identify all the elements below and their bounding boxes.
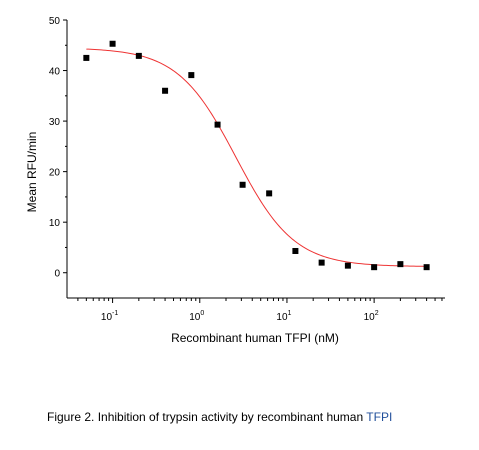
data-point [371,264,378,271]
dose-response-chart: 0 10 20 30 40 50 10-1 100 101 102 Recombinant hum… [25,16,445,345]
data-point [266,190,273,197]
x-tick-label: 102 [364,310,379,323]
data-point [135,52,142,59]
data-point [109,40,116,47]
x-axis-label: Recombinant human TFPI (nM) [171,331,339,345]
y-tick-label: 40 [49,67,61,78]
tick-marks [63,19,443,303]
data-point [83,54,90,61]
x-tick-label: 101 [276,310,291,323]
data-point [239,181,246,188]
data-point [397,261,404,268]
caption-text: Figure 2. Inhibition of trypsin activity… [47,410,367,424]
x-tick-label: 10-1 [101,310,118,323]
data-point [344,262,351,269]
data-point [188,72,195,79]
fit-curve [86,48,427,267]
y-tick-label: 50 [49,16,61,27]
data-point [214,121,221,128]
data-point [423,264,430,271]
fit-curve-layer [86,48,427,267]
y-tick-label: 20 [49,168,61,179]
axes [66,20,445,299]
y-axis-label: Mean RFU/min [25,132,39,213]
caption-accent: TFPI [366,410,393,424]
figure-caption: Figure 2. Inhibition of trypsin activity… [47,410,392,424]
data-point [162,87,169,94]
y-tick-label: 0 [54,269,60,280]
data-points-layer [83,40,430,271]
x-tick-label: 100 [189,310,204,323]
data-point [318,259,325,266]
tick-labels: 0 10 20 30 40 50 10-1 100 101 102 [49,16,379,323]
y-tick-label: 10 [49,218,61,229]
data-point [292,247,299,254]
y-tick-label: 30 [49,117,61,128]
